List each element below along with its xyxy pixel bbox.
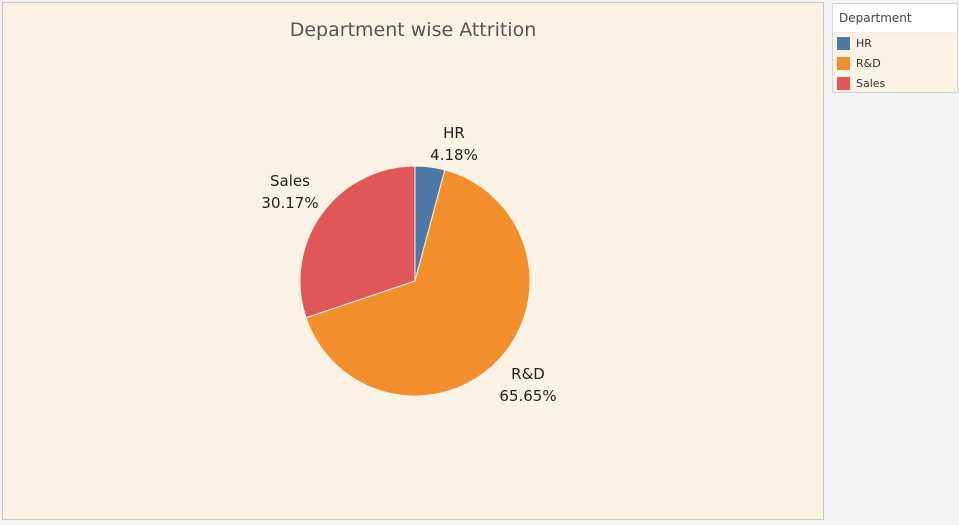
legend-item-rd[interactable]: R&D bbox=[833, 53, 957, 73]
slice-label-sales-name: Sales bbox=[270, 172, 310, 190]
legend-label-sales: Sales bbox=[856, 76, 886, 90]
legend-title: Department bbox=[833, 4, 957, 33]
slice-label-rd-name: R&D bbox=[511, 365, 545, 383]
legend-swatch-hr bbox=[837, 36, 850, 50]
chart-panel: Department wise Attrition HR 4.18% R&D 6… bbox=[2, 2, 824, 520]
chart-title: Department wise Attrition bbox=[289, 19, 537, 41]
slice-label-rd: R&D 65.65% bbox=[499, 363, 556, 407]
slice-label-sales-value: 30.17% bbox=[261, 194, 319, 212]
pie-slice-sales[interactable] bbox=[299, 165, 416, 319]
slice-label-hr-value: 4.18% bbox=[430, 146, 478, 164]
legend-label-hr: HR bbox=[856, 36, 872, 50]
legend-swatch-rd bbox=[837, 56, 850, 70]
slice-label-sales: Sales 30.17% bbox=[261, 170, 318, 214]
legend-item-hr[interactable]: HR bbox=[833, 33, 957, 53]
pie-chart bbox=[299, 165, 531, 397]
legend: Department HR R&D Sales bbox=[832, 3, 958, 93]
slice-label-hr: HR 4.18% bbox=[430, 122, 478, 166]
slice-label-hr-name: HR bbox=[443, 124, 465, 142]
legend-label-rd: R&D bbox=[856, 56, 881, 70]
legend-swatch-sales bbox=[837, 76, 850, 90]
legend-item-sales[interactable]: Sales bbox=[833, 73, 957, 93]
slice-label-rd-value: 65.65% bbox=[499, 387, 557, 405]
pie-slice-rd[interactable] bbox=[305, 169, 531, 397]
